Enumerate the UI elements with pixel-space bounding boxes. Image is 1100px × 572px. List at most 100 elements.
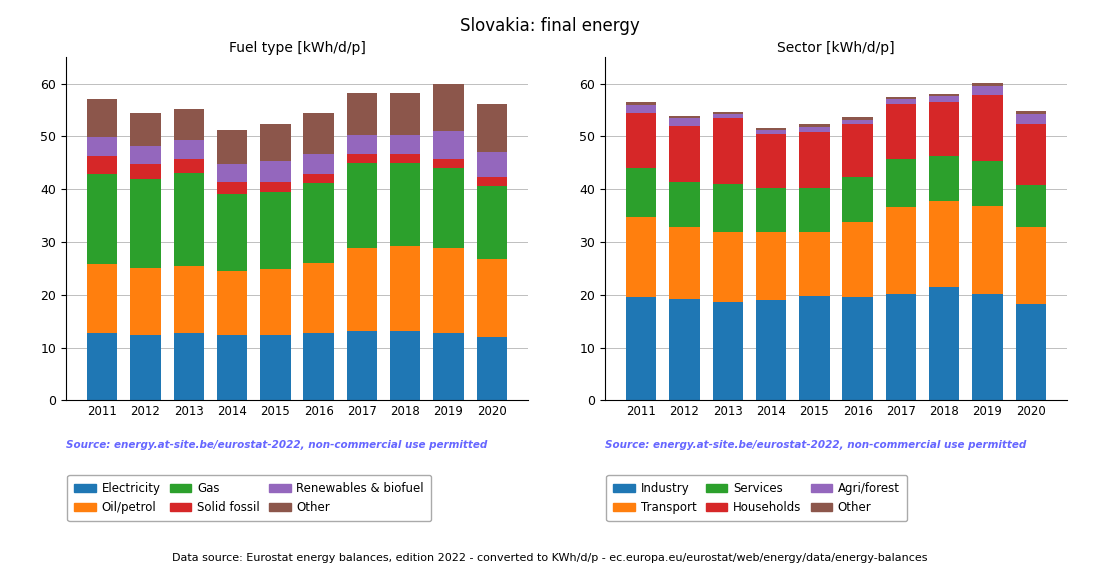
Legend: Industry, Transport, Services, Households, Agri/forest, Other: Industry, Transport, Services, Household… (606, 475, 906, 521)
Bar (261, 192, 290, 269)
Bar (756, 130, 786, 134)
Bar (390, 135, 420, 154)
Bar (174, 158, 204, 173)
Bar (669, 182, 700, 227)
Bar (756, 128, 786, 130)
Bar (669, 118, 700, 126)
Bar (390, 246, 420, 331)
Bar (130, 179, 161, 268)
Bar (1015, 185, 1046, 227)
Bar (886, 206, 916, 294)
Bar (843, 177, 872, 223)
Bar (626, 297, 657, 400)
Bar (433, 248, 464, 333)
Bar (261, 161, 290, 182)
Bar (217, 194, 248, 271)
Bar (626, 168, 657, 217)
Text: Source: energy.at-site.be/eurostat-2022, non-commercial use permitted: Source: energy.at-site.be/eurostat-2022,… (66, 440, 487, 450)
Bar (130, 164, 161, 179)
Bar (843, 124, 872, 177)
Bar (800, 124, 829, 127)
Bar (713, 112, 743, 114)
Bar (713, 118, 743, 184)
Bar (87, 174, 118, 264)
Bar (476, 336, 507, 400)
Bar (756, 300, 786, 400)
Bar (390, 331, 420, 400)
Bar (476, 259, 507, 336)
Bar (713, 184, 743, 232)
Bar (930, 94, 959, 96)
Bar (433, 158, 464, 168)
Bar (972, 86, 1003, 95)
Legend: Electricity, Oil/petrol, Gas, Solid fossil, Renewables & biofuel, Other: Electricity, Oil/petrol, Gas, Solid foss… (67, 475, 431, 521)
Bar (476, 185, 507, 259)
Bar (304, 174, 333, 183)
Bar (843, 117, 872, 120)
Title: Sector [kWh/d/p]: Sector [kWh/d/p] (778, 41, 894, 55)
Bar (304, 263, 333, 333)
Bar (669, 227, 700, 299)
Bar (174, 140, 204, 158)
Bar (87, 99, 118, 137)
Bar (669, 299, 700, 400)
Bar (713, 232, 743, 302)
Text: Data source: Eurostat energy balances, edition 2022 - converted to KWh/d/p - ec.: Data source: Eurostat energy balances, e… (173, 554, 927, 563)
Bar (217, 271, 248, 335)
Text: Source: energy.at-site.be/eurostat-2022, non-commercial use permitted: Source: energy.at-site.be/eurostat-2022,… (605, 440, 1026, 450)
Bar (304, 333, 333, 400)
Bar (304, 113, 333, 154)
Bar (476, 177, 507, 185)
Bar (174, 333, 204, 400)
Bar (261, 124, 290, 161)
Bar (972, 161, 1003, 206)
Bar (756, 134, 786, 188)
Bar (626, 113, 657, 168)
Bar (87, 156, 118, 174)
Bar (800, 132, 829, 188)
Bar (972, 95, 1003, 161)
Bar (87, 264, 118, 333)
Bar (433, 84, 464, 130)
Bar (800, 188, 829, 232)
Bar (930, 156, 959, 201)
Bar (756, 188, 786, 232)
Bar (174, 173, 204, 267)
Bar (433, 168, 464, 248)
Bar (930, 96, 959, 102)
Bar (433, 333, 464, 400)
Bar (217, 182, 248, 194)
Bar (130, 113, 161, 146)
Bar (1015, 304, 1046, 400)
Bar (626, 105, 657, 113)
Bar (476, 152, 507, 177)
Bar (261, 182, 290, 192)
Bar (217, 335, 248, 400)
Bar (1015, 124, 1046, 185)
Bar (972, 206, 1003, 294)
Bar (346, 164, 377, 248)
Title: Fuel type [kWh/d/p]: Fuel type [kWh/d/p] (229, 41, 365, 55)
Bar (1015, 114, 1046, 124)
Bar (476, 104, 507, 152)
Bar (669, 126, 700, 182)
Bar (626, 217, 657, 297)
Bar (800, 232, 829, 296)
Bar (886, 104, 916, 159)
Bar (346, 136, 377, 154)
Bar (261, 335, 290, 400)
Bar (346, 93, 377, 136)
Bar (886, 294, 916, 400)
Bar (972, 294, 1003, 400)
Bar (261, 269, 290, 335)
Bar (843, 297, 872, 400)
Bar (669, 116, 700, 118)
Bar (800, 296, 829, 400)
Bar (174, 267, 204, 333)
Bar (886, 97, 916, 99)
Bar (886, 159, 916, 206)
Bar (304, 183, 333, 263)
Bar (886, 99, 916, 104)
Bar (390, 164, 420, 246)
Bar (390, 93, 420, 135)
